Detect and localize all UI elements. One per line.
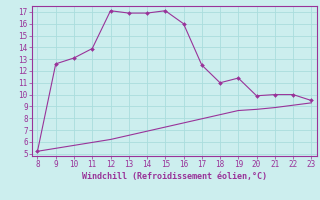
X-axis label: Windchill (Refroidissement éolien,°C): Windchill (Refroidissement éolien,°C) [82,172,267,181]
